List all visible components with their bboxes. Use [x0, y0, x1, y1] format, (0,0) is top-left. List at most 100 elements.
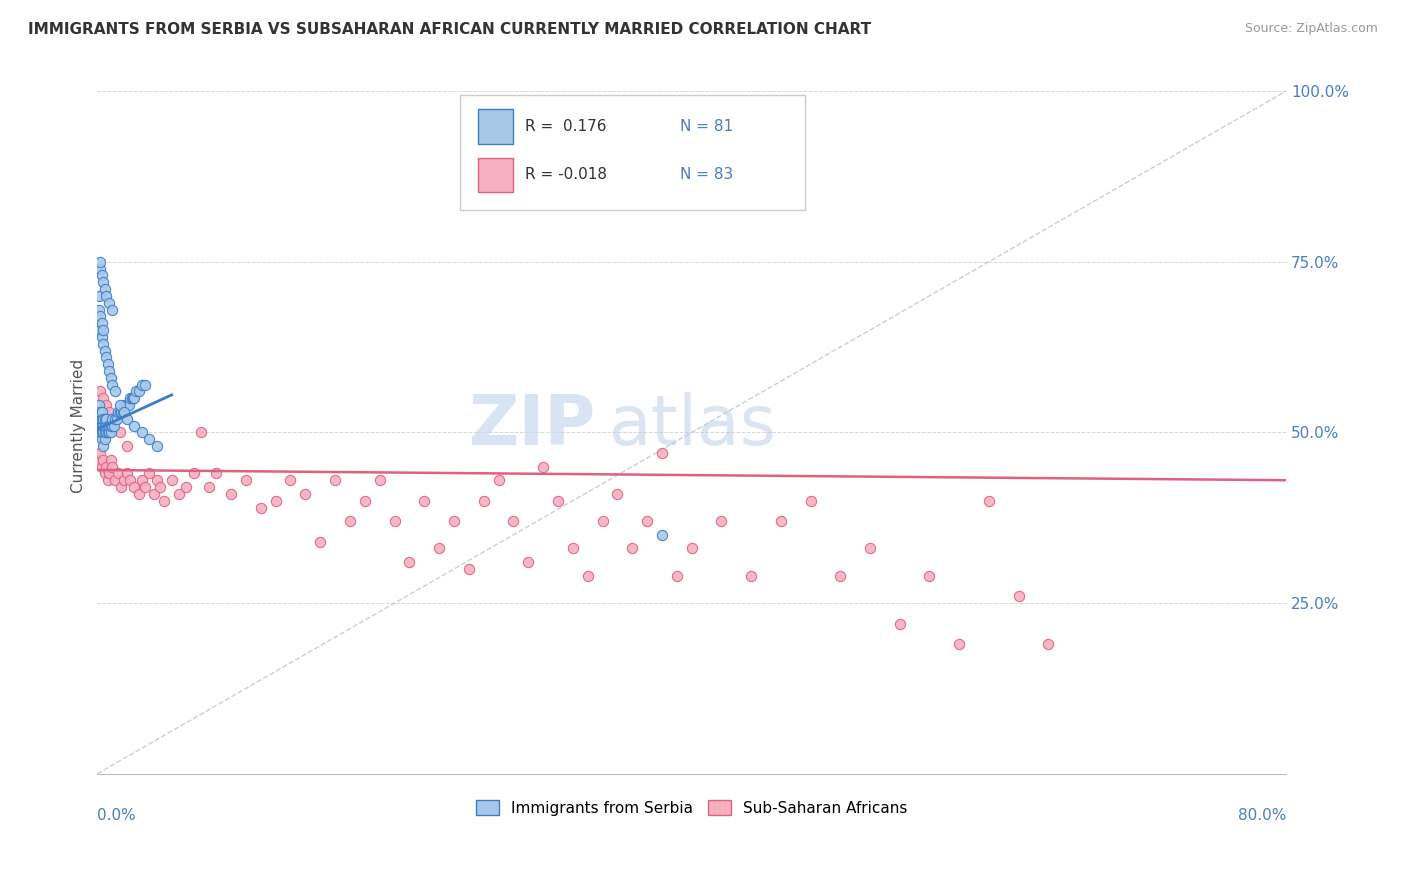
- Point: [121, 392, 143, 406]
- Point: [115, 467, 138, 481]
- Point: [89, 310, 111, 324]
- Point: [91, 392, 114, 406]
- Point: [134, 377, 156, 392]
- Point: [651, 446, 673, 460]
- Point: [146, 439, 169, 453]
- Point: [100, 371, 122, 385]
- Point: [353, 493, 375, 508]
- Point: [118, 473, 141, 487]
- Point: [153, 493, 176, 508]
- Point: [87, 302, 110, 317]
- Point: [94, 343, 117, 358]
- Point: [112, 398, 135, 412]
- Point: [96, 459, 118, 474]
- Point: [89, 418, 111, 433]
- Point: [98, 295, 121, 310]
- Point: [384, 514, 406, 528]
- Point: [96, 289, 118, 303]
- Point: [104, 384, 127, 399]
- Point: [472, 493, 495, 508]
- Point: [124, 418, 146, 433]
- Point: [89, 405, 111, 419]
- Point: [94, 282, 117, 296]
- Point: [681, 541, 703, 556]
- Point: [488, 473, 510, 487]
- Text: 80.0%: 80.0%: [1237, 808, 1286, 823]
- Point: [90, 418, 112, 433]
- Point: [889, 616, 911, 631]
- Point: [89, 411, 111, 425]
- Point: [98, 364, 121, 378]
- Point: [131, 377, 153, 392]
- Point: [108, 425, 131, 440]
- Point: [197, 480, 219, 494]
- Point: [769, 514, 792, 528]
- Point: [561, 541, 583, 556]
- Point: [665, 568, 688, 582]
- Point: [90, 432, 112, 446]
- Point: [89, 384, 111, 399]
- Point: [205, 467, 228, 481]
- Point: [97, 357, 120, 371]
- Text: 0.0%: 0.0%: [97, 808, 136, 823]
- Point: [323, 473, 346, 487]
- Point: [740, 568, 762, 582]
- Point: [115, 439, 138, 453]
- FancyBboxPatch shape: [478, 158, 513, 193]
- Point: [280, 473, 302, 487]
- Point: [89, 261, 111, 276]
- Point: [131, 473, 153, 487]
- Point: [97, 473, 120, 487]
- Point: [90, 330, 112, 344]
- Point: [443, 514, 465, 528]
- FancyBboxPatch shape: [460, 95, 804, 210]
- Point: [167, 487, 190, 501]
- Point: [131, 425, 153, 440]
- Point: [90, 405, 112, 419]
- Point: [100, 452, 122, 467]
- Point: [1038, 637, 1060, 651]
- Text: Source: ZipAtlas.com: Source: ZipAtlas.com: [1244, 22, 1378, 36]
- Point: [636, 514, 658, 528]
- Point: [101, 302, 124, 317]
- Point: [427, 541, 450, 556]
- Text: N = 83: N = 83: [679, 168, 733, 183]
- Point: [87, 411, 110, 425]
- Point: [108, 405, 131, 419]
- Point: [97, 425, 120, 440]
- Point: [183, 467, 205, 481]
- Point: [96, 351, 118, 365]
- Point: [91, 275, 114, 289]
- Point: [107, 467, 129, 481]
- Point: [107, 405, 129, 419]
- Point: [91, 411, 114, 425]
- Point: [91, 425, 114, 440]
- Point: [502, 514, 524, 528]
- Point: [89, 425, 111, 440]
- Text: R = -0.018: R = -0.018: [526, 168, 607, 183]
- Point: [138, 467, 160, 481]
- Point: [977, 493, 1000, 508]
- Point: [100, 425, 122, 440]
- Point: [517, 555, 540, 569]
- Point: [111, 405, 134, 419]
- Point: [101, 377, 124, 392]
- Point: [91, 439, 114, 453]
- Point: [87, 289, 110, 303]
- Point: [339, 514, 361, 528]
- Point: [98, 405, 121, 419]
- Legend: Immigrants from Serbia, Sub-Saharan Africans: Immigrants from Serbia, Sub-Saharan Afri…: [470, 794, 914, 822]
- Point: [96, 425, 118, 440]
- Point: [125, 384, 148, 399]
- Point: [94, 411, 117, 425]
- Point: [101, 459, 124, 474]
- Point: [398, 555, 420, 569]
- Point: [160, 473, 183, 487]
- Point: [124, 392, 146, 406]
- Point: [96, 418, 118, 433]
- Point: [710, 514, 733, 528]
- Y-axis label: Currently Married: Currently Married: [72, 359, 86, 492]
- Point: [104, 411, 127, 425]
- Point: [101, 411, 124, 425]
- Point: [90, 316, 112, 330]
